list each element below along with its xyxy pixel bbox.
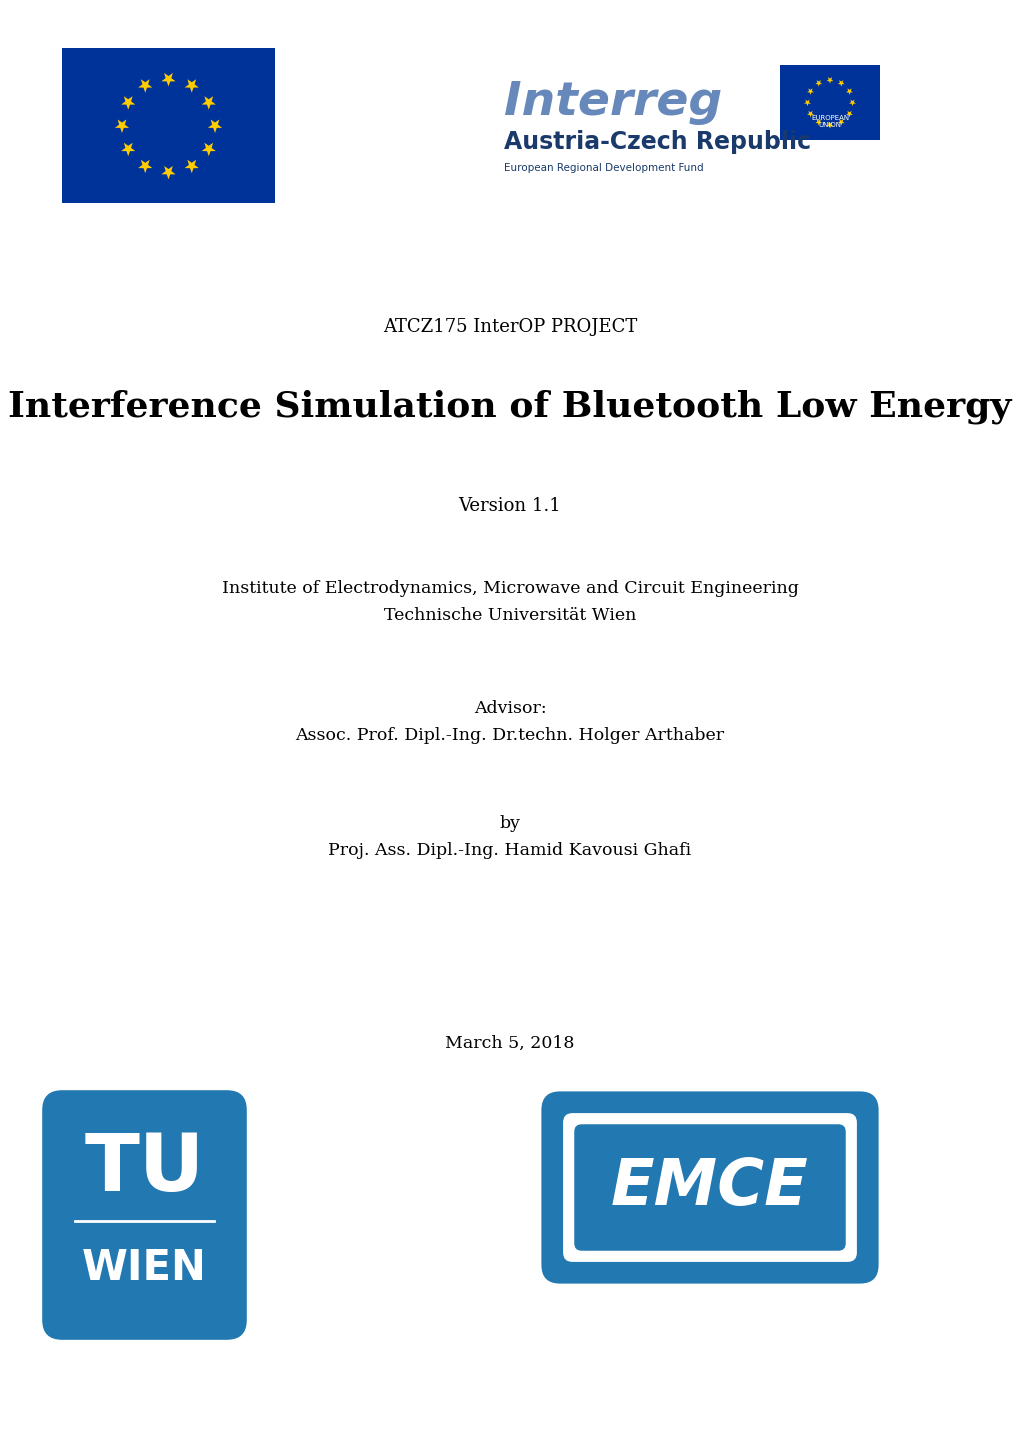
Text: Interreg: Interreg	[503, 79, 721, 125]
Polygon shape	[806, 111, 813, 117]
Polygon shape	[837, 120, 844, 125]
Text: TU: TU	[85, 1129, 205, 1208]
Text: Assoc. Prof. Dipl.-Ing. Dr.techn. Holger Arthaber: Assoc. Prof. Dipl.-Ing. Dr.techn. Holger…	[296, 727, 723, 744]
Polygon shape	[848, 99, 855, 107]
Text: Version 1.1: Version 1.1	[459, 497, 560, 515]
Text: WIEN: WIEN	[82, 1246, 207, 1289]
FancyBboxPatch shape	[42, 1090, 247, 1340]
Text: ATCZ175 InterOP PROJECT: ATCZ175 InterOP PROJECT	[382, 319, 637, 336]
Polygon shape	[208, 120, 222, 133]
Text: EMCE: EMCE	[610, 1156, 808, 1218]
Text: European Regional Development Fund: European Regional Development Fund	[503, 163, 703, 173]
Polygon shape	[825, 76, 833, 84]
Text: Institute of Electrodynamics, Microwave and Circuit Engineering: Institute of Electrodynamics, Microwave …	[221, 580, 798, 597]
Polygon shape	[803, 99, 810, 107]
FancyBboxPatch shape	[574, 1125, 845, 1250]
Polygon shape	[184, 79, 199, 92]
Polygon shape	[825, 123, 833, 128]
Polygon shape	[161, 166, 175, 179]
Text: March 5, 2018: March 5, 2018	[445, 1035, 574, 1053]
Text: Austria-Czech Republic: Austria-Czech Republic	[503, 130, 810, 154]
Polygon shape	[115, 120, 129, 133]
Polygon shape	[184, 160, 199, 173]
Polygon shape	[138, 79, 152, 92]
Polygon shape	[845, 111, 852, 117]
FancyBboxPatch shape	[562, 1113, 856, 1262]
Polygon shape	[202, 97, 216, 110]
Text: Proj. Ass. Dipl.-Ing. Hamid Kavousi Ghafi: Proj. Ass. Dipl.-Ing. Hamid Kavousi Ghaf…	[328, 842, 691, 859]
Polygon shape	[845, 88, 852, 95]
Text: EUROPEAN
UNION: EUROPEAN UNION	[810, 115, 848, 128]
Text: by: by	[499, 815, 520, 832]
Bar	[62, 48, 275, 203]
Polygon shape	[202, 143, 216, 156]
Polygon shape	[806, 88, 813, 95]
Polygon shape	[837, 81, 844, 87]
Bar	[780, 65, 879, 140]
Polygon shape	[121, 143, 136, 156]
Polygon shape	[161, 74, 175, 87]
Polygon shape	[814, 120, 821, 125]
Polygon shape	[121, 97, 136, 110]
Text: Technische Universität Wien: Technische Universität Wien	[383, 607, 636, 624]
Text: Interference Simulation of Bluetooth Low Energy: Interference Simulation of Bluetooth Low…	[8, 389, 1011, 424]
Text: Advisor:: Advisor:	[473, 699, 546, 717]
FancyBboxPatch shape	[541, 1092, 877, 1283]
Polygon shape	[138, 160, 152, 173]
Polygon shape	[814, 81, 821, 87]
